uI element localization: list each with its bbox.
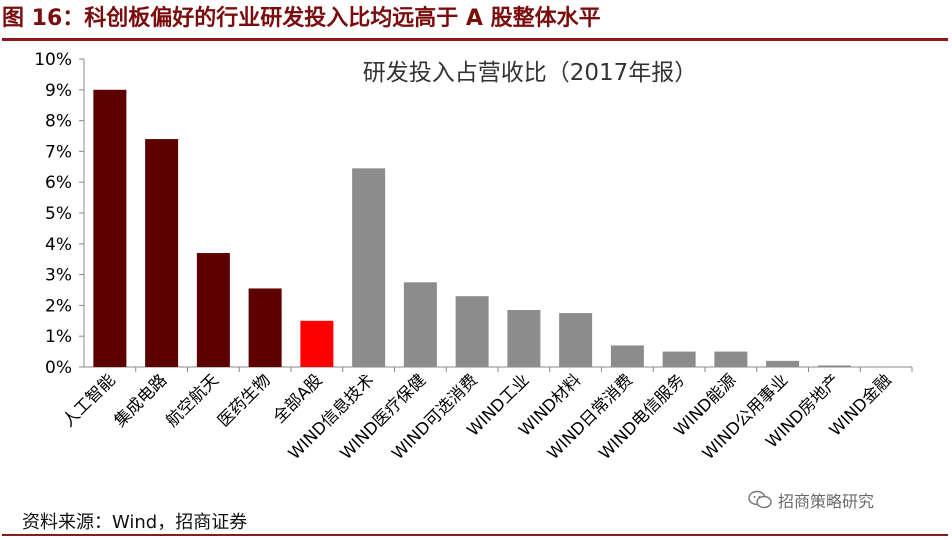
y-tick-label: 1%: [45, 327, 72, 347]
bar: [145, 139, 179, 367]
bar: [93, 89, 127, 368]
bar: [662, 351, 696, 367]
x-tick-labels: 人工智能集成电路航空航天医药生物全部A股WIND信息技术WIND医疗保健WIND…: [59, 370, 895, 463]
y-tick-label: 0%: [45, 358, 72, 378]
bar: [403, 282, 437, 367]
y-tick-label: 3%: [45, 266, 72, 286]
y-tick-label: 10%: [34, 50, 72, 70]
chart-bars: [93, 89, 903, 368]
chart-title: 研发投入占营收比（2017年报）: [363, 60, 698, 86]
bar: [196, 253, 230, 367]
bar: [766, 360, 800, 367]
bar: [610, 345, 644, 367]
bar: [817, 365, 851, 367]
watermark-text: 招商策略研究: [778, 492, 875, 511]
bar: [248, 288, 282, 367]
title-rule: [2, 38, 948, 41]
bar: [714, 351, 748, 367]
y-tick-label: 9%: [45, 81, 72, 101]
bar-chart: 0% 1% 2% 3% 4% 5% 6% 7% 8% 9% 10% 人工智能集成电路航空航天医药生物…: [34, 50, 913, 463]
x-tick-label: 医药生物: [214, 370, 274, 430]
y-tick-label: 4%: [45, 235, 72, 255]
x-tick-label: 航空航天: [162, 370, 222, 430]
watermark: 招商策略研究: [748, 487, 874, 513]
wechat-icon: [748, 490, 772, 509]
chart-axes: 0% 1% 2% 3% 4% 5% 6% 7% 8% 9% 10%: [34, 50, 913, 378]
y-tick-label: 5%: [45, 204, 72, 224]
bar: [455, 296, 489, 367]
y-tick-label: 8%: [45, 112, 72, 132]
bar: [300, 320, 334, 367]
bar: [507, 310, 541, 367]
source-note: 资料来源：Wind，招商证券: [22, 512, 248, 533]
bar: [352, 168, 386, 367]
x-tick-label: 集成电路: [110, 370, 170, 430]
y-tick-label: 2%: [45, 296, 72, 316]
y-tick-label: 6%: [45, 173, 72, 193]
y-tick-label: 7%: [45, 142, 72, 162]
bottom-rule: [2, 534, 948, 536]
bar: [559, 313, 593, 367]
figure-title: 图 16：科创板偏好的行业研发投入比均远高于 A 股整体水平: [2, 6, 601, 31]
x-tick-label: 人工智能: [59, 370, 119, 430]
